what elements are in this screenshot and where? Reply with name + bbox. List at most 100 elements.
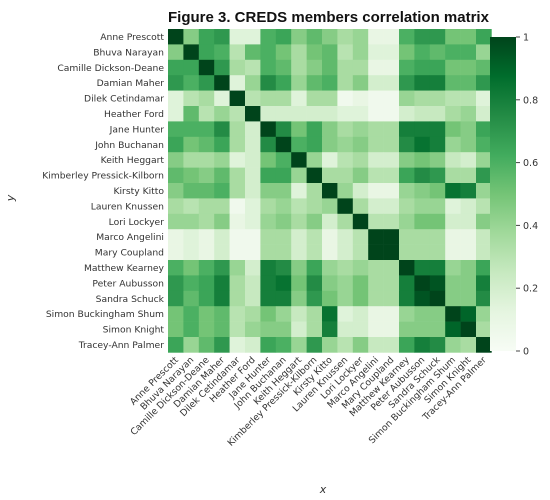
- heatmap-cell: [383, 59, 400, 76]
- heatmap-cell: [476, 198, 492, 215]
- heatmap-cell: [322, 229, 338, 245]
- heatmap-cell: [460, 260, 477, 276]
- heatmap-cell: [245, 106, 261, 122]
- heatmap-cell: [214, 198, 230, 215]
- heatmap-cell: [306, 306, 323, 322]
- heatmap-cell: [399, 152, 415, 168]
- heatmap-cell: [445, 29, 461, 45]
- heatmap-cell: [399, 75, 415, 91]
- heatmap-cell: [291, 198, 307, 215]
- heatmap-cell: [183, 229, 200, 245]
- heatmap-cell: [245, 337, 261, 353]
- heatmap-cell: [414, 29, 431, 45]
- heatmap-cell: [168, 59, 184, 76]
- heatmap-cell: [322, 198, 338, 215]
- y-tick-label: Tracey-Ann Palmer: [78, 340, 165, 351]
- heatmap-cell: [445, 337, 461, 353]
- heatmap-cell: [460, 59, 477, 76]
- heatmap-cell: [183, 260, 200, 276]
- heatmap-cell: [275, 75, 292, 91]
- heatmap-cell: [291, 321, 307, 338]
- heatmap-cell: [337, 44, 354, 61]
- heatmap-cell: [291, 275, 307, 292]
- heatmap-cell: [214, 290, 230, 307]
- heatmap-cell: [198, 244, 215, 261]
- heatmap-cell: [399, 183, 415, 199]
- heatmap-cell: [260, 275, 277, 292]
- heatmap-cell: [414, 44, 431, 61]
- heatmap-cell: [414, 59, 431, 76]
- heatmap-cell: [229, 244, 246, 261]
- heatmap-cell: [322, 290, 338, 307]
- heatmap-cell: [168, 337, 184, 353]
- heatmap-cell: [245, 306, 261, 322]
- heatmap-cell: [229, 337, 246, 353]
- heatmap-cell: [322, 306, 338, 322]
- heatmap-cell: [352, 90, 369, 107]
- y-tick-label: Anne Prescott: [100, 32, 164, 43]
- heatmap-cell: [306, 275, 323, 292]
- heatmap-cell: [260, 106, 277, 122]
- heatmap-cell: [245, 44, 261, 61]
- heatmap-cell: [352, 213, 369, 230]
- heatmap-cell: [429, 59, 446, 76]
- heatmap-cell: [399, 321, 415, 338]
- heatmap-cell: [291, 229, 307, 245]
- heatmap-cell: [460, 136, 477, 153]
- heatmap-cell: [460, 106, 477, 122]
- heatmap-cell: [183, 44, 200, 61]
- heatmap-cell: [383, 213, 400, 230]
- heatmap-cell: [322, 183, 338, 199]
- heatmap-cell: [183, 75, 200, 91]
- heatmap-cell: [383, 183, 400, 199]
- heatmap-cell: [368, 121, 384, 138]
- heatmap-cell: [245, 244, 261, 261]
- heatmap-cell: [445, 183, 461, 199]
- heatmap-cell: [229, 306, 246, 322]
- heatmap-cell: [476, 152, 492, 168]
- heatmap-cell: [229, 198, 246, 215]
- heatmap-cell: [198, 44, 215, 61]
- heatmap-cell: [337, 121, 354, 138]
- heatmap-cell: [352, 306, 369, 322]
- heatmap-cell: [229, 90, 246, 107]
- heatmap-cell: [245, 29, 261, 45]
- y-tick-label: Kimberley Pressick-Kilborn: [42, 171, 164, 182]
- heatmap-cell: [245, 275, 261, 292]
- heatmap-cell: [291, 290, 307, 307]
- heatmap-cell: [306, 136, 323, 153]
- heatmap-cell: [337, 152, 354, 168]
- heatmap-cell: [260, 260, 277, 276]
- heatmap-cell: [291, 260, 307, 276]
- heatmap-cell: [214, 275, 230, 292]
- heatmap-cell: [214, 183, 230, 199]
- heatmap-cell: [337, 306, 354, 322]
- colorbar-tick-label: 0.6: [523, 158, 538, 169]
- heatmap-cell: [383, 198, 400, 215]
- heatmap-cell: [275, 321, 292, 338]
- heatmap-cell: [445, 121, 461, 138]
- heatmap-cell: [245, 59, 261, 76]
- heatmap-cell: [352, 75, 369, 91]
- heatmap-cell: [414, 260, 431, 276]
- y-tick-label: Simon Buckingham Shum: [46, 309, 164, 320]
- heatmap-cell: [168, 229, 184, 245]
- colorbar: [490, 37, 516, 351]
- heatmap-cell: [322, 106, 338, 122]
- heatmap-cell: [291, 213, 307, 230]
- heatmap-cell: [429, 198, 446, 215]
- heatmap-cell: [245, 229, 261, 245]
- heatmap-cell: [322, 213, 338, 230]
- heatmap-cell: [168, 306, 184, 322]
- heatmap-cell: [198, 213, 215, 230]
- heatmap-cell: [368, 106, 384, 122]
- heatmap-cell: [429, 306, 446, 322]
- heatmap-cell: [445, 260, 461, 276]
- heatmap-cell: [383, 152, 400, 168]
- heatmap-cell: [229, 183, 246, 199]
- heatmap-cell: [429, 183, 446, 199]
- heatmap-cell: [337, 75, 354, 91]
- heatmap-cell: [275, 136, 292, 153]
- heatmap-cell: [445, 306, 461, 322]
- heatmap-cell: [322, 75, 338, 91]
